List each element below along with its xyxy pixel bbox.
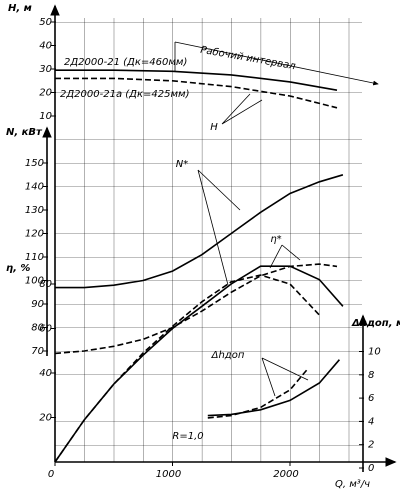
- y-tick-label: 110: [25, 252, 44, 263]
- interval-arrow: [174, 41, 379, 86]
- leader: [261, 357, 309, 397]
- y-tick-label: 10: [368, 347, 381, 358]
- x-tick-label: 0: [48, 469, 54, 480]
- y-tick-label: 40: [39, 41, 52, 52]
- y-tick-label: 6: [368, 393, 374, 404]
- y-tick-label: 10: [39, 111, 52, 122]
- leader: [197, 169, 241, 286]
- y-tick-label: 2: [368, 440, 374, 451]
- y-tick-label: 90: [31, 299, 44, 310]
- x-tick-label: 2000: [273, 469, 298, 480]
- annotation: η*: [270, 234, 281, 245]
- line: [54, 274, 320, 463]
- y-tick-label: 0: [368, 463, 374, 474]
- annotation: R=1,0: [172, 431, 203, 442]
- y-tick-label: 30: [39, 64, 52, 75]
- y-tick-label: 70: [31, 346, 44, 357]
- line: [55, 77, 338, 109]
- y-tick-label: 8: [368, 370, 374, 381]
- y-tick-label: 150: [25, 158, 44, 169]
- annotation: N*: [176, 159, 188, 170]
- y-tick-label: 4: [368, 416, 374, 427]
- y-tick-label: 20: [39, 413, 52, 424]
- annotation: H: [210, 122, 218, 133]
- line: [55, 174, 344, 289]
- y-axis-label: N, кВт: [6, 127, 43, 138]
- y-tick-label: 20: [39, 88, 52, 99]
- y-axis-label: η, %: [6, 263, 30, 274]
- line: [207, 359, 341, 417]
- y-tick-label: 60: [39, 324, 52, 335]
- y-tick-label: 50: [39, 17, 52, 28]
- annotation: Δhдоп: [211, 350, 245, 361]
- line: [54, 263, 338, 355]
- x-tick-label: 1000: [156, 469, 181, 480]
- y-tick-label: 140: [25, 182, 44, 193]
- series-label: 2Д2000-21а (Дк=425мм): [60, 89, 189, 100]
- y-axis-label: H, м: [8, 3, 32, 14]
- y-tick-label: 80: [39, 279, 52, 290]
- leader: [269, 244, 301, 269]
- y-tick-label: 130: [25, 205, 44, 216]
- series-label: 2Д2000-21 (Дк=460мм): [64, 57, 187, 68]
- x-axis-label: Q, м³/ч: [335, 479, 370, 490]
- y-tick-label: 100: [25, 276, 44, 287]
- y-tick-label: 120: [25, 229, 44, 240]
- line: [55, 69, 338, 91]
- y-axis-label: Δhдоп, м: [351, 318, 400, 329]
- leader: [221, 93, 263, 125]
- line: [207, 368, 309, 419]
- y-tick-label: 80: [31, 323, 44, 334]
- y-tick-label: 40: [39, 368, 52, 379]
